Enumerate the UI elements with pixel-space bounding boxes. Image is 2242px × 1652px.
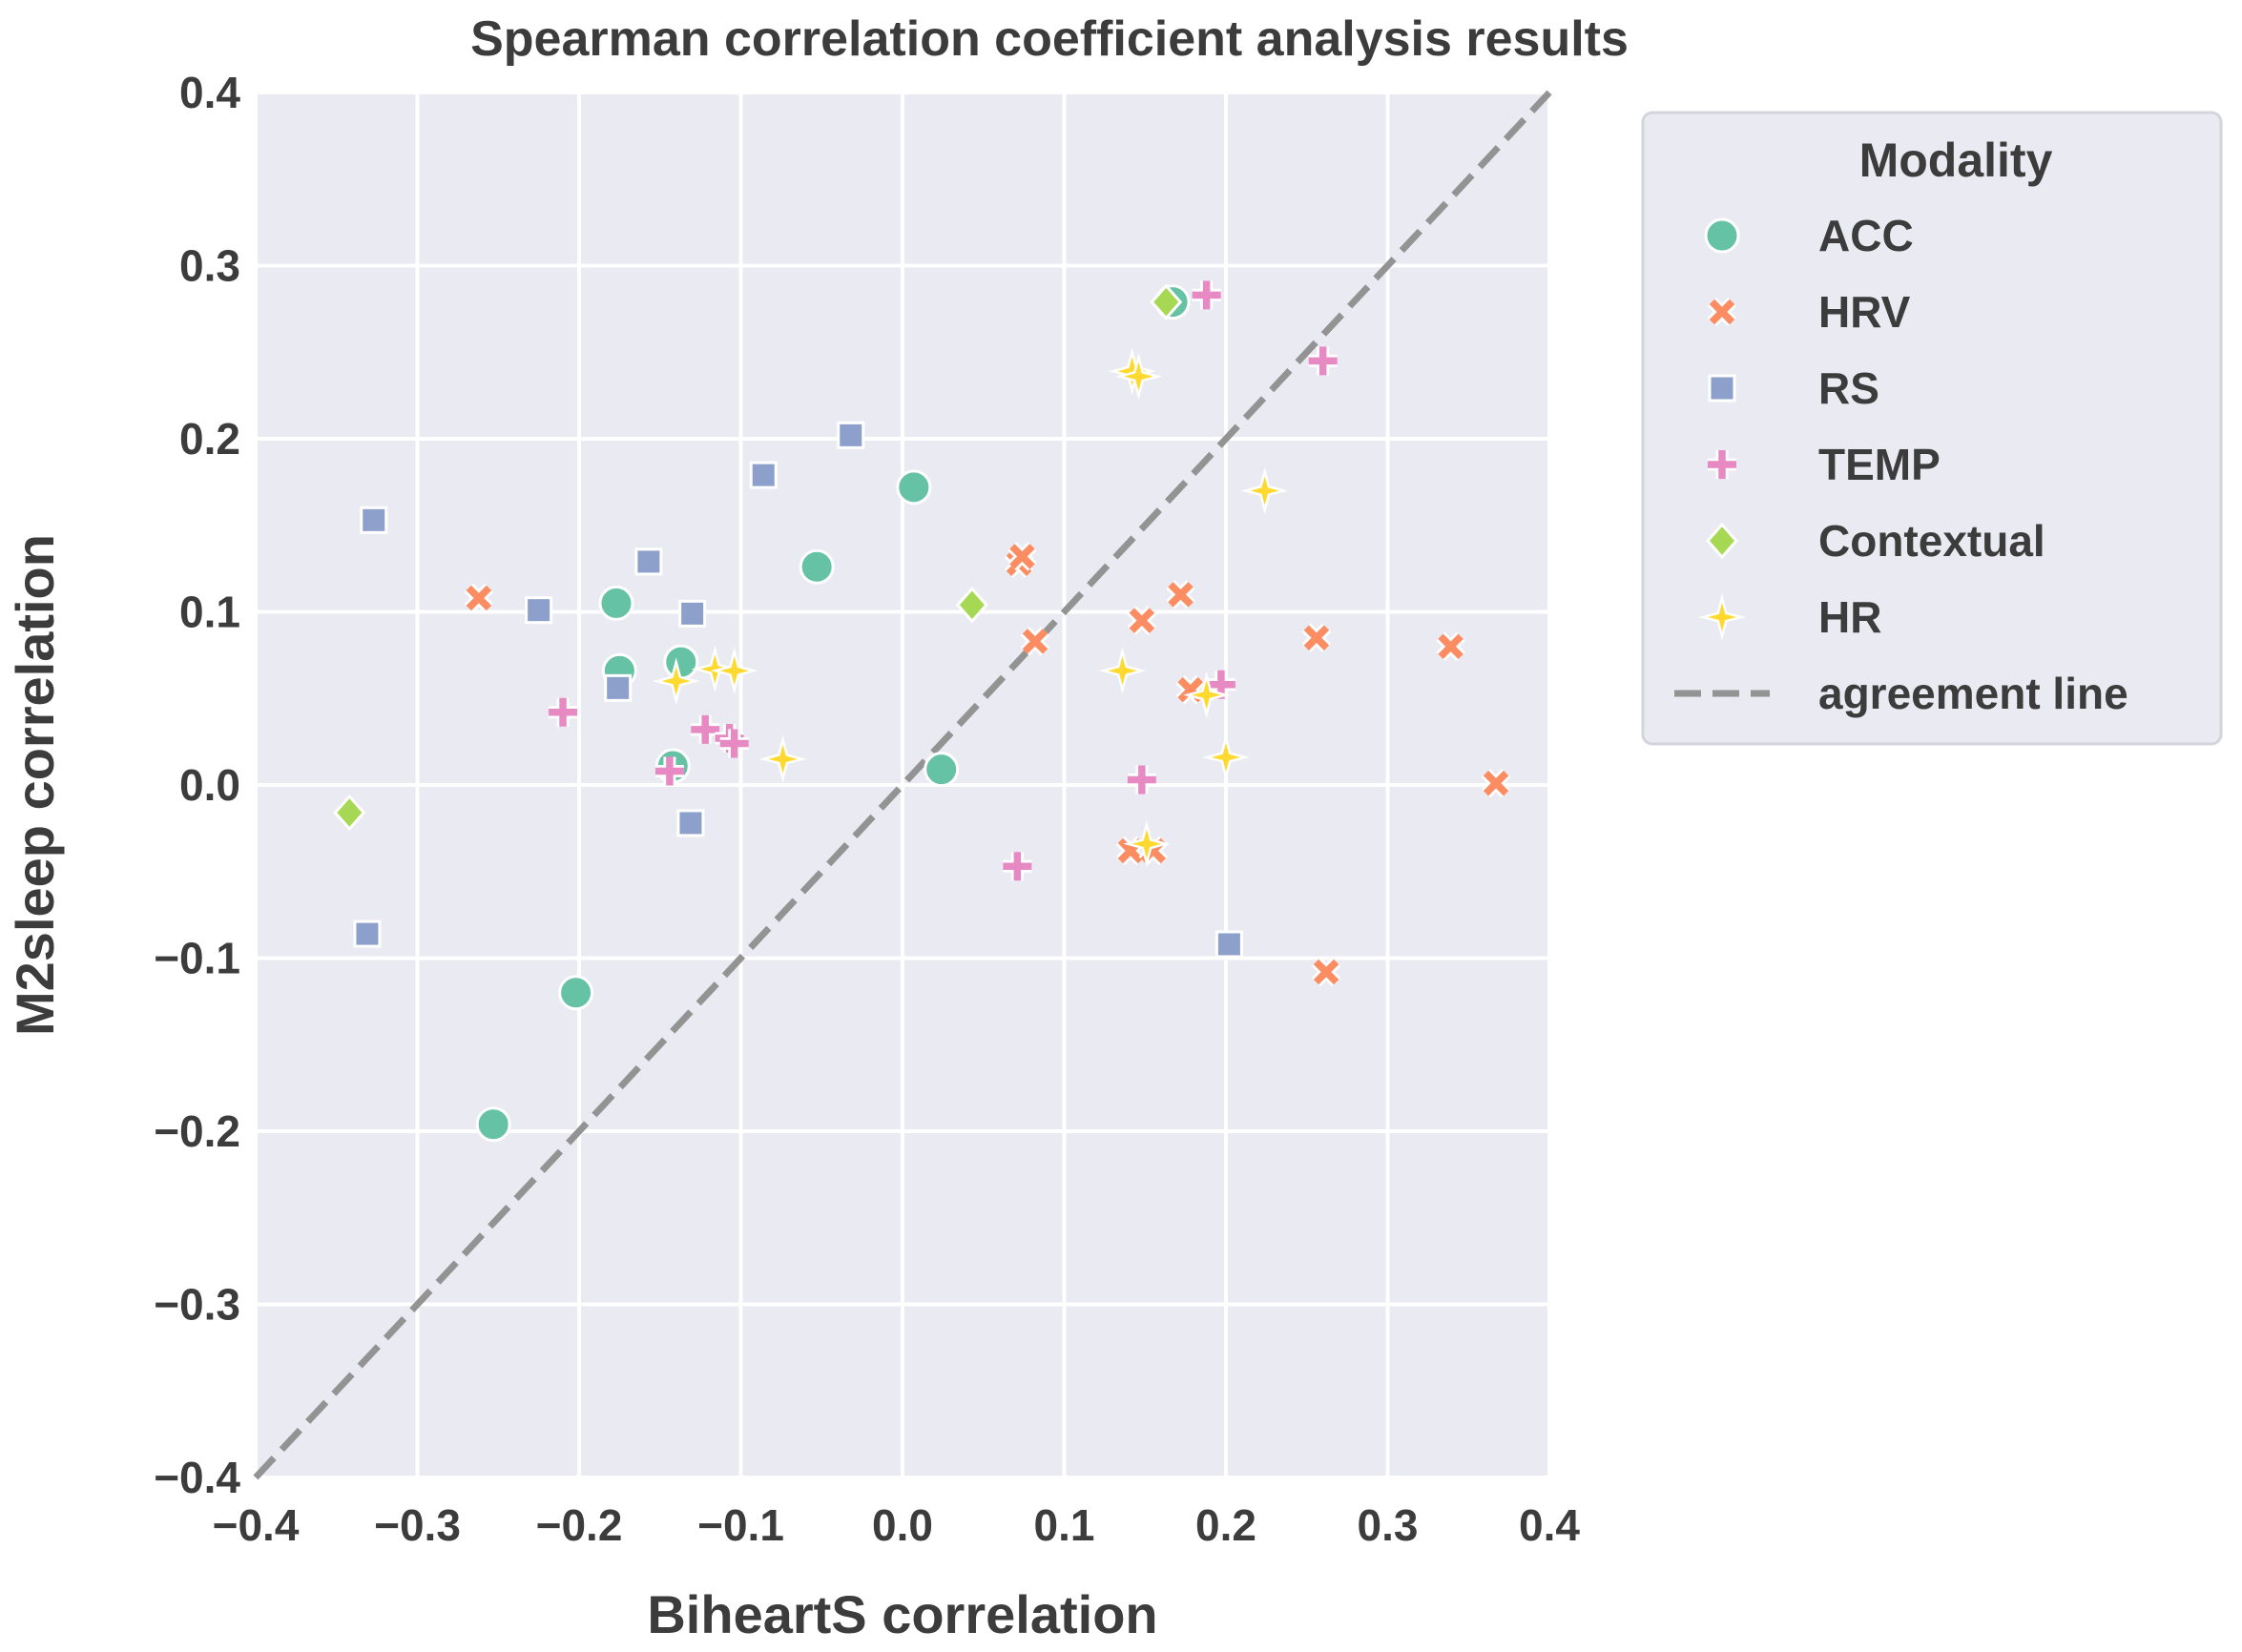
point-temp xyxy=(549,697,578,727)
legend-marker-contextual xyxy=(1705,522,1739,560)
y-axis-label: M2sleep correlation xyxy=(5,534,65,1036)
y-tick-label: −0.3 xyxy=(154,1280,240,1330)
x-tick-label: −0.1 xyxy=(697,1500,784,1550)
point-hrv xyxy=(1311,957,1341,987)
point-acc xyxy=(924,752,960,788)
legend-label-temp: TEMP xyxy=(1818,440,1941,489)
x-axis-label: BiheartS correlation xyxy=(647,1584,1157,1644)
legend-title: Modality xyxy=(1859,134,2053,187)
y-tick-label: 0.3 xyxy=(179,241,240,291)
y-tick-label: 0.4 xyxy=(179,68,240,117)
point-temp xyxy=(1308,346,1338,376)
point-acc xyxy=(558,975,594,1011)
point-rs xyxy=(1214,930,1243,959)
point-temp xyxy=(1192,280,1221,310)
legend: Modality ACC HRV RS TEMP Contextual HR agreeme… xyxy=(1641,111,2223,746)
point-acc xyxy=(896,469,932,506)
x-tick-label: 0.0 xyxy=(872,1500,933,1550)
x-tick-labels: −0.4 −0.3 −0.2 −0.1 0.0 0.1 0.2 0.3 0.4 xyxy=(213,1500,1581,1550)
point-acc xyxy=(799,548,835,585)
legend-label-acc: ACC xyxy=(1818,211,1914,260)
point-hr xyxy=(691,645,739,693)
y-tick-labels: −0.4 −0.3 −0.2 −0.1 0.0 0.1 0.2 0.3 0.4 xyxy=(154,68,240,1502)
agreement-line xyxy=(253,90,1552,1480)
x-tick-label: 0.4 xyxy=(1519,1500,1580,1550)
point-rs xyxy=(634,547,663,576)
point-rs xyxy=(676,809,705,837)
point-hr xyxy=(1098,647,1147,694)
x-tick-label: 0.2 xyxy=(1195,1500,1256,1550)
point-hr xyxy=(652,657,700,705)
data-points xyxy=(333,280,1511,1143)
point-hrv xyxy=(1436,631,1465,661)
legend-marker-acc xyxy=(1704,217,1740,254)
point-rs xyxy=(749,461,778,489)
point-hrv xyxy=(1481,768,1511,798)
point-temp xyxy=(719,729,749,758)
point-hrv xyxy=(1166,580,1195,609)
y-tick-label: 0.1 xyxy=(179,588,240,637)
x-tick-label: −0.3 xyxy=(374,1500,461,1550)
point-rs xyxy=(604,673,633,702)
point-hrv xyxy=(464,583,494,613)
point-contextual xyxy=(955,586,988,624)
legend-marker-rs xyxy=(1708,374,1736,403)
point-rs xyxy=(353,919,382,948)
point-hr xyxy=(1240,466,1289,515)
point-hrv xyxy=(1301,623,1332,652)
point-contextual xyxy=(333,794,366,832)
point-hr xyxy=(1114,352,1163,401)
point-acc xyxy=(598,585,634,621)
point-rs xyxy=(525,596,553,625)
y-tick-label: 0.2 xyxy=(179,414,240,464)
point-temp xyxy=(1003,852,1032,881)
point-rs xyxy=(360,506,388,534)
y-tick-label: 0.0 xyxy=(179,760,240,810)
y-tick-label: −0.1 xyxy=(154,934,240,983)
legend-label-agreement-line: agreement line xyxy=(1818,669,2128,718)
legend-marker-hr xyxy=(1698,593,1746,641)
grid xyxy=(254,91,1551,1479)
point-acc xyxy=(475,1106,511,1143)
x-tick-label: −0.2 xyxy=(536,1500,623,1550)
legend-label-hrv: HRV xyxy=(1818,287,1911,337)
x-tick-label: 0.3 xyxy=(1358,1500,1419,1550)
point-hr xyxy=(1123,819,1171,868)
legend-label-hr: HR xyxy=(1818,592,1881,642)
y-tick-label: −0.4 xyxy=(154,1453,240,1502)
point-temp xyxy=(691,714,720,744)
point-rs xyxy=(837,421,865,449)
point-contextual xyxy=(1150,283,1183,320)
point-acc xyxy=(663,644,699,680)
point-rs xyxy=(678,599,707,628)
point-temp xyxy=(1127,765,1156,795)
y-tick-label: −0.2 xyxy=(154,1106,240,1156)
legend-marker-temp xyxy=(1708,450,1736,479)
chart-title: Spearman correlation coefficient analysi… xyxy=(470,11,1629,67)
point-temp xyxy=(654,756,684,786)
point-hrv xyxy=(1127,606,1157,635)
x-tick-label: −0.4 xyxy=(213,1500,300,1550)
legend-label-rs: RS xyxy=(1818,363,1879,413)
legend-box xyxy=(1641,111,2223,746)
legend-label-contextual: Contextual xyxy=(1818,516,2045,566)
point-hrv xyxy=(1007,542,1037,571)
point-hr xyxy=(1182,671,1231,719)
x-tick-label: 0.1 xyxy=(1034,1500,1095,1550)
point-hrv xyxy=(1020,627,1050,656)
legend-marker-hrv xyxy=(1707,297,1737,327)
point-hr xyxy=(758,735,807,783)
legend-items: ACC HRV RS TEMP Contextual HR agreement line xyxy=(1674,211,2128,718)
point-hr xyxy=(710,647,758,694)
point-hr xyxy=(1202,733,1250,781)
